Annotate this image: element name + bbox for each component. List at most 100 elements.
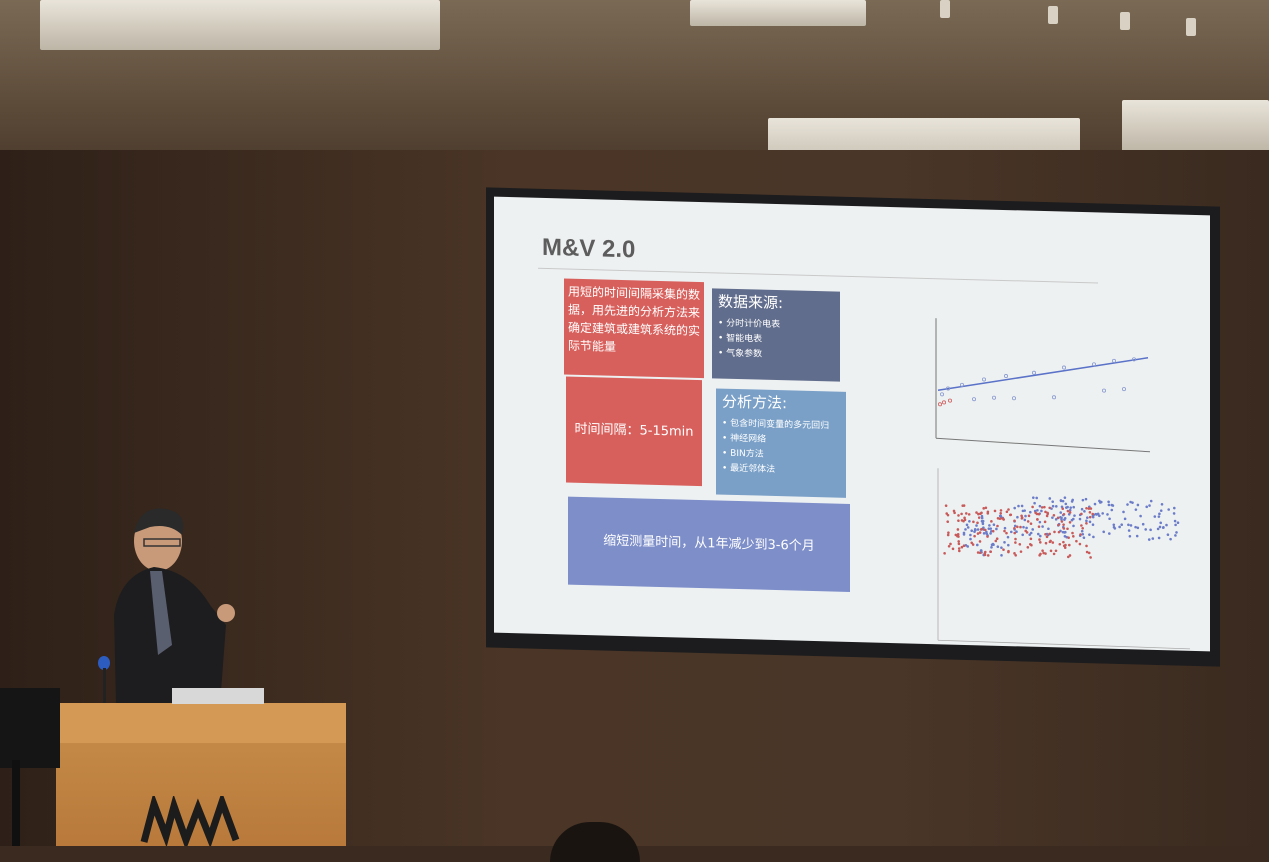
scatter-dot (962, 531, 966, 535)
scatter-dot (1049, 549, 1053, 553)
methods-item: 最近邻体法 (722, 462, 840, 480)
speaker-shirt (150, 571, 172, 655)
scatter-dot (1053, 530, 1056, 534)
scatter-dot (1136, 526, 1140, 530)
scatter-dot (1078, 542, 1082, 546)
scatter-dot (1015, 530, 1018, 534)
scatter-dot (1029, 542, 1032, 546)
scatter-dot (1007, 508, 1010, 511)
scatter-dot (1003, 540, 1006, 544)
scatter-dot (947, 531, 950, 535)
microphone-stand (103, 668, 106, 704)
spotlight (1186, 18, 1196, 36)
summary-text: 缩短测量时间，从1年减少到3-6个月 (603, 533, 815, 555)
speaker-hand (217, 604, 235, 622)
scatter-dot (1062, 512, 1066, 516)
scatter-x-axis (937, 639, 1191, 650)
scatter-dot (990, 520, 993, 523)
scatter-dot (1080, 529, 1084, 533)
scatter-dot (1080, 524, 1083, 527)
scatter-dot (1089, 556, 1092, 559)
scatter-dot (1068, 521, 1072, 524)
scatter-dot (1051, 541, 1055, 544)
scatter-dot (976, 543, 979, 547)
scatter-dot (1085, 506, 1088, 510)
scatter-dot (1085, 519, 1088, 523)
scatter-dot (1064, 530, 1067, 534)
scatter-dot (990, 529, 993, 533)
scatter-dot (1048, 532, 1051, 536)
scatter-dot (1148, 504, 1151, 507)
scatter-dot (1159, 509, 1163, 512)
scatter-dot (989, 550, 992, 554)
scatter-dot (1108, 517, 1111, 521)
scatter-dot (1006, 535, 1010, 539)
scatter-dot (1127, 529, 1131, 532)
scatter-dot (1013, 552, 1016, 555)
scatter-dot (984, 528, 987, 532)
scatter-dot (1032, 496, 1035, 499)
regression-line (937, 357, 1149, 391)
scatter-dot (1118, 525, 1121, 529)
scatter-dot (1045, 535, 1049, 539)
scatter-dot (1072, 524, 1075, 528)
speaker-glasses (143, 538, 181, 547)
scatter-dot (946, 533, 950, 537)
scatter-dot (1083, 509, 1086, 513)
scatter-dot (1158, 525, 1162, 529)
scatter-dot (1022, 525, 1025, 529)
scatter-dot (1144, 528, 1147, 531)
scatter-dot (978, 540, 982, 543)
scatter-dot (965, 523, 969, 527)
scatter-dot (1068, 511, 1072, 514)
scatter-dot (1079, 533, 1082, 536)
scatter-dot (1096, 512, 1100, 516)
scatter-dot (1058, 542, 1062, 546)
scatter-dot (1061, 499, 1065, 503)
scatter-dot (967, 513, 971, 516)
scatter-dot (1063, 516, 1067, 520)
scatter-dots-red (943, 504, 1094, 559)
scatter-dot (1059, 515, 1062, 519)
scatter-dot (1108, 532, 1111, 535)
scatter-dot (1102, 530, 1105, 534)
ceiling-light (1122, 100, 1269, 152)
scatter-dot (1072, 534, 1075, 538)
scatter-dot (1122, 510, 1125, 514)
scatter-dot (1147, 538, 1151, 541)
scatter-dot (994, 539, 998, 543)
tripod (12, 760, 20, 846)
scatter-dot (952, 509, 956, 513)
scatter-dot (1040, 506, 1044, 509)
scatter-dot (1081, 532, 1085, 536)
scatter-dot (1085, 522, 1088, 525)
scatter-dot (1080, 507, 1084, 511)
scatter-dot (975, 511, 978, 514)
scatter-dot (1157, 536, 1161, 540)
scatter-dot (1093, 502, 1097, 506)
regression-plot (935, 318, 1151, 453)
scatter-dot (1013, 506, 1016, 510)
scatter-dot (989, 532, 992, 535)
scatter-dot (1160, 503, 1164, 506)
scatter-dot (960, 519, 964, 522)
scatter-dot (980, 519, 984, 523)
scatter-dot (1065, 506, 1068, 510)
scatter-dot (1024, 529, 1027, 533)
scatter-dot (1086, 516, 1089, 519)
scatter-dot (1026, 520, 1030, 523)
scatter-dot (1025, 526, 1028, 530)
spotlight (1048, 6, 1058, 24)
scatter-dot (943, 552, 946, 555)
scatter-dot (1120, 523, 1123, 526)
scatter-dot (972, 520, 975, 524)
scatter-dot (987, 527, 991, 530)
scatter-dot (1139, 514, 1142, 518)
scatter-dot (1005, 510, 1009, 514)
scatter-dot (1013, 524, 1017, 528)
scatter-dot (1151, 537, 1155, 540)
scatter-dot (1003, 529, 1006, 533)
scatter-dot (1174, 523, 1177, 527)
scatter-dot (1068, 543, 1071, 547)
scatter-dot (1051, 500, 1054, 503)
